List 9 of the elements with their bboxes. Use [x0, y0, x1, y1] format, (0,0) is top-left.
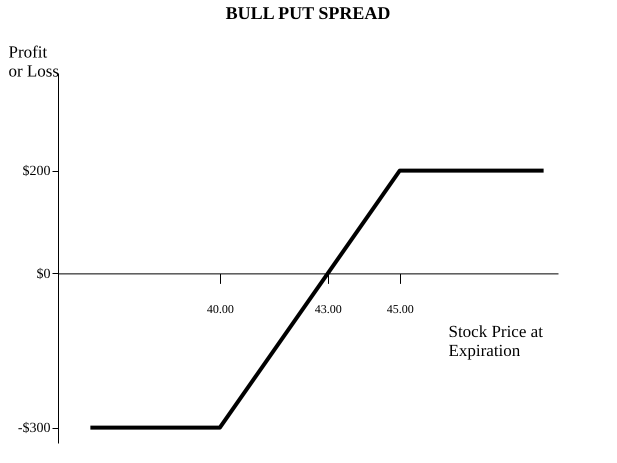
x-tick-label: 40.00 [206, 302, 234, 316]
x-tick-label: 45.00 [386, 302, 414, 316]
x-tick-label: 43.00 [314, 302, 342, 316]
x-axis-title: Stock Price at Expiration [448, 322, 544, 360]
y-axis-title: Profit or Loss [8, 42, 60, 80]
y-tick-label: $200 [22, 164, 50, 180]
y-tick-label: -$300 [18, 421, 50, 436]
y-tick-label: $0 [36, 266, 50, 282]
chart-title: BULL PUT SPREAD [226, 3, 390, 23]
